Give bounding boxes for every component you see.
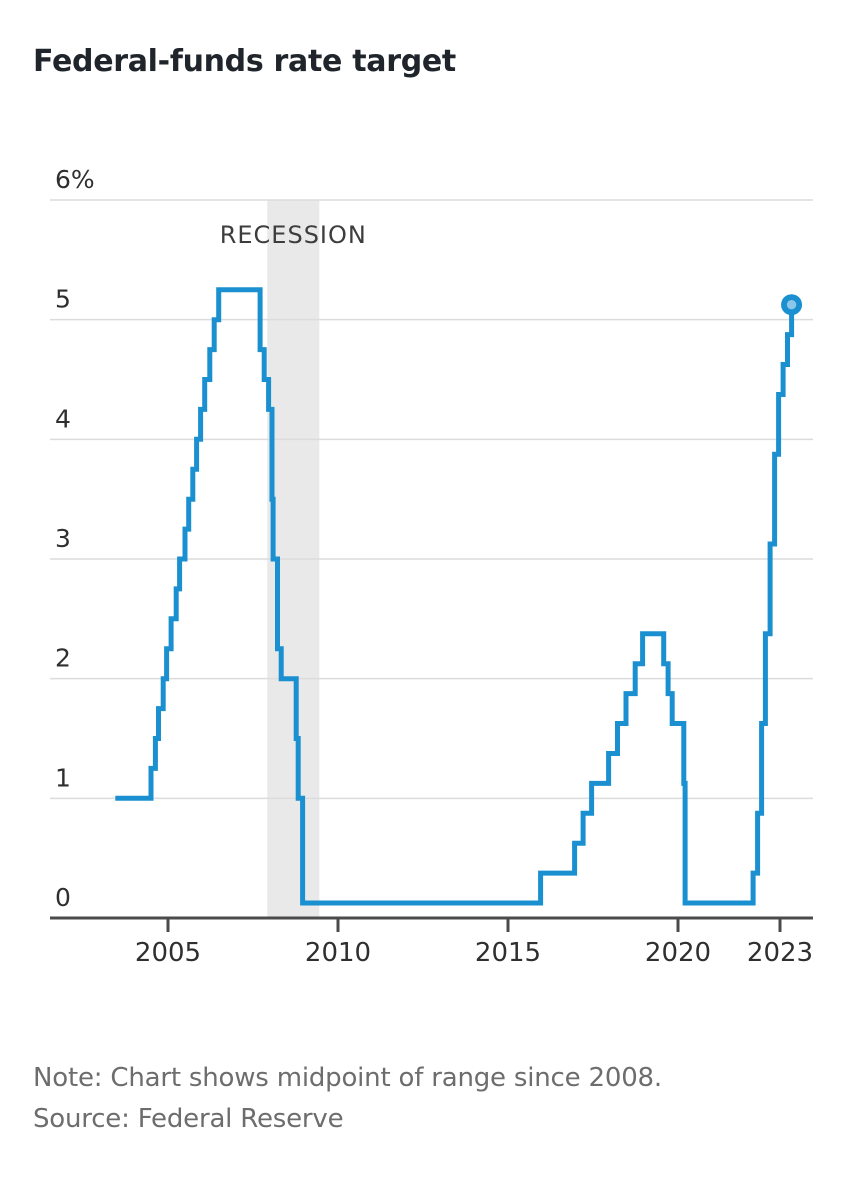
chart-note: Note: Chart shows midpoint of range sinc… xyxy=(33,1063,662,1093)
y-axis-label: 0 xyxy=(55,883,71,912)
y-axis-label: 1 xyxy=(55,763,71,792)
y-axis-label: 6% xyxy=(55,165,95,194)
rate-line xyxy=(115,287,795,906)
chart-source: Source: Federal Reserve xyxy=(33,1104,344,1134)
endpoint-dot-center xyxy=(786,300,797,310)
chart-footnotes: Note: Chart shows midpoint of range sinc… xyxy=(33,1058,662,1140)
x-axis-label: 2015 xyxy=(475,938,541,968)
fed-funds-chart: 6% 5 4 3 2 1 0 RECESSION 2005 2010 2015 2020 2023 xyxy=(50,165,813,968)
x-axis-label: 2005 xyxy=(135,938,201,968)
y-axis-label: 4 xyxy=(55,404,71,433)
x-axis-label: 2023 xyxy=(747,938,813,968)
chart-title: Federal-funds rate target xyxy=(33,44,456,79)
y-axis-label: 5 xyxy=(55,285,71,314)
y-axis-label: 2 xyxy=(55,644,71,673)
x-axis-label: 2020 xyxy=(645,938,711,968)
x-axis-label: 2010 xyxy=(305,938,371,968)
y-axis-label: 3 xyxy=(55,524,71,553)
recession-label: RECESSION xyxy=(220,221,367,249)
